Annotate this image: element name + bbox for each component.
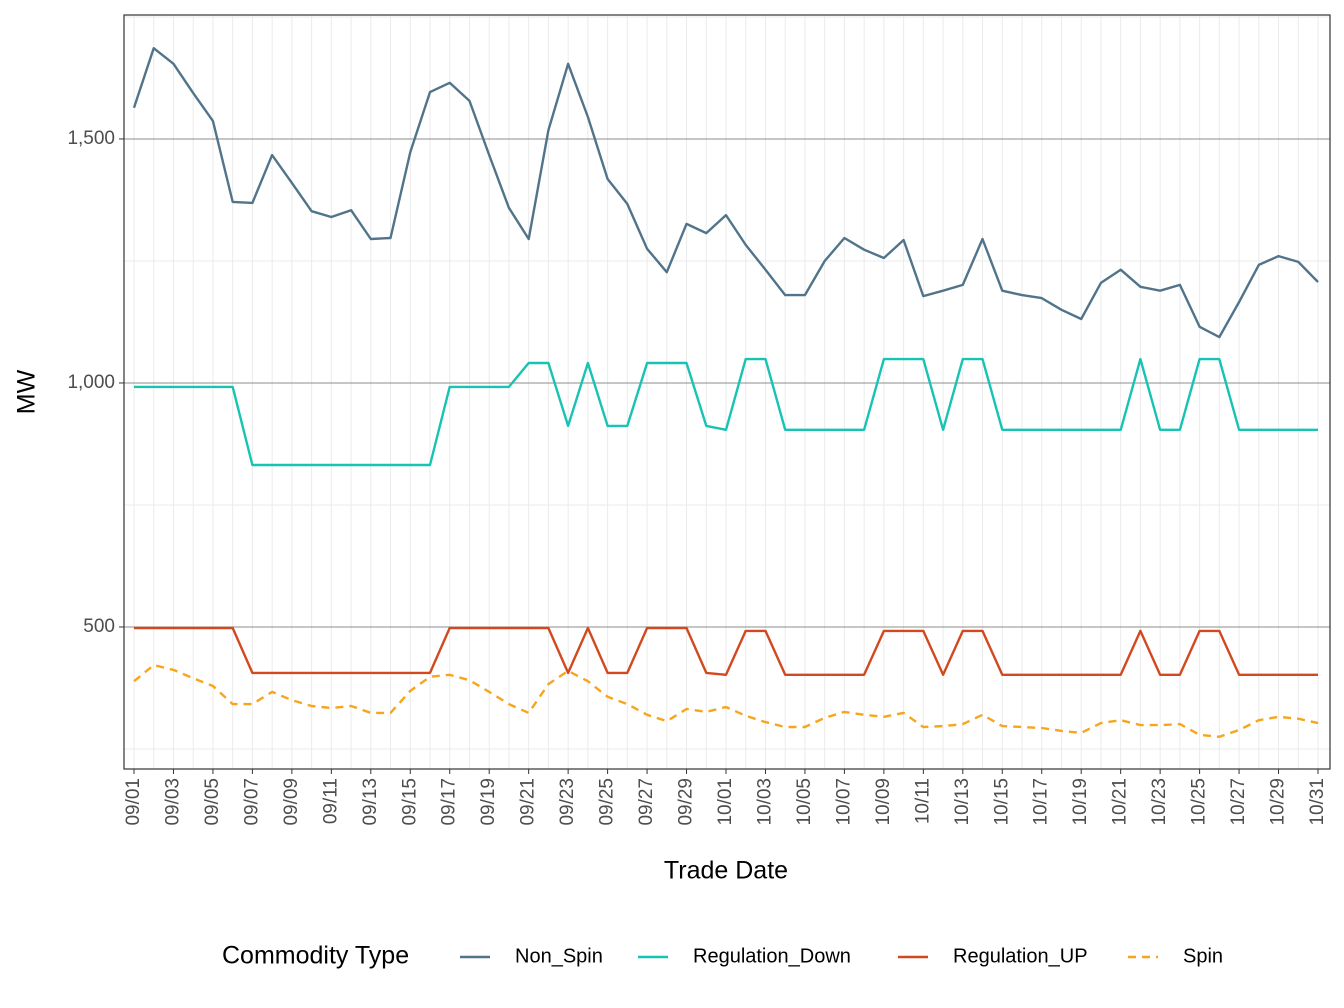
x-tick-label: 10/03: [754, 778, 775, 826]
line-series: [134, 357, 1318, 467]
legend-label: Regulation_UP: [953, 945, 1088, 967]
x-tick-label: 09/09: [281, 778, 302, 826]
line-series: [132, 47, 1319, 339]
x-tick-label: 10/05: [794, 778, 815, 826]
x-tick-label: 09/23: [557, 778, 578, 826]
x-tick-label: 10/21: [1110, 778, 1131, 826]
x-axis-title: Trade Date: [664, 857, 788, 885]
x-tick-label: 10/17: [1031, 778, 1052, 826]
x-tick-label: 10/19: [1070, 778, 1091, 826]
y-axis-title: MW: [13, 369, 41, 414]
x-tick-label: 10/07: [833, 778, 854, 826]
y-tick-label: 1,500: [67, 128, 115, 149]
x-tick-label: 10/29: [1268, 778, 1289, 826]
x-tick-label: 09/21: [518, 778, 539, 826]
x-tick-label: 10/13: [952, 778, 973, 826]
x-tick-label: 10/25: [1189, 778, 1210, 826]
x-tick-label: 09/01: [123, 778, 144, 826]
x-tick-label: 09/29: [676, 778, 697, 826]
legend-label: Regulation_Down: [693, 945, 851, 967]
x-tick-label: 09/19: [478, 778, 499, 826]
x-tick-label: 09/07: [241, 778, 262, 826]
y-tick-label: 500: [83, 616, 115, 637]
x-tick-label: 10/15: [991, 778, 1012, 826]
x-tick-label: 09/13: [360, 778, 381, 826]
legend-title: Commodity Type: [222, 942, 409, 970]
legend-label: Spin: [1183, 945, 1223, 967]
line-series: [134, 626, 1318, 676]
x-tick-label: 10/09: [873, 778, 894, 826]
x-tick-label: 09/27: [636, 778, 657, 826]
x-tick-label: 09/15: [399, 778, 420, 826]
x-tick-label: 09/17: [439, 778, 460, 826]
y-tick-label: 1,000: [67, 372, 115, 393]
x-tick-label: 09/11: [320, 778, 341, 824]
x-tick-label: 09/03: [162, 778, 183, 826]
x-tick-label: 10/01: [715, 778, 736, 826]
legend-label: Non_Spin: [515, 945, 603, 967]
x-tick-label: 09/25: [597, 778, 618, 826]
x-tick-label: 10/11: [912, 778, 933, 824]
x-tick-label: 10/31: [1307, 778, 1328, 826]
line-series: [133, 663, 1319, 738]
plot-border: [123, 14, 1331, 770]
x-tick-label: 10/27: [1228, 778, 1249, 826]
x-tick-label: 09/05: [202, 778, 223, 826]
x-tick-label: 10/23: [1149, 778, 1170, 826]
